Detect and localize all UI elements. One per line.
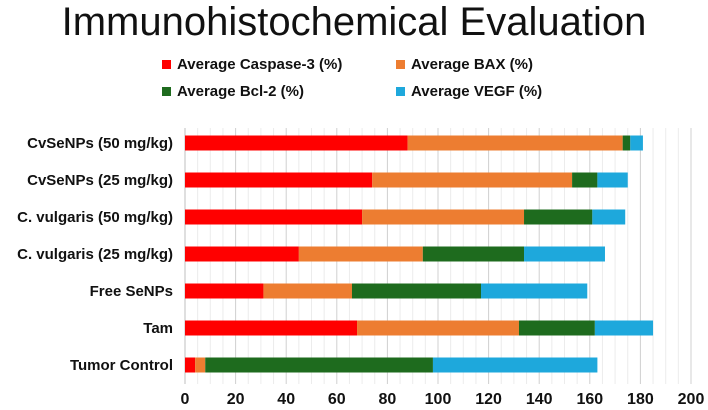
legend-label-bcl2: Average Bcl-2 (%) <box>177 83 304 100</box>
legend-swatch-bcl2 <box>162 87 171 96</box>
bar-bcl2-1 <box>572 172 598 188</box>
bar-caspase3-4 <box>185 283 264 299</box>
bar-bcl2-6 <box>205 357 433 373</box>
bar-caspase3-5 <box>185 320 358 336</box>
bar-bax-3 <box>298 246 423 262</box>
bar-vegf-0 <box>630 135 643 151</box>
bar-bax-5 <box>357 320 519 336</box>
legend-item-bcl2: Average Bcl-2 (%) <box>162 83 304 100</box>
category-labels: CvSeNPs (50 mg/kg) CvSeNPs (25 mg/kg) C. v… <box>17 135 173 374</box>
legend-item-bax: Average BAX (%) <box>396 56 533 73</box>
bar-bax-4 <box>263 283 352 299</box>
bar-vegf-4 <box>481 283 588 299</box>
bar-bcl2-5 <box>518 320 595 336</box>
legend-swatch-bax <box>396 60 405 69</box>
bar-bax-2 <box>362 209 525 225</box>
category-label: CvSeNPs (50 mg/kg) <box>27 135 173 152</box>
bar-vegf-1 <box>597 172 628 188</box>
x-tick-label: 140 <box>526 391 553 408</box>
bar-vegf-3 <box>524 246 605 262</box>
bar-caspase3-0 <box>185 135 408 151</box>
bar-bax-6 <box>195 357 206 373</box>
x-tick-label: 100 <box>425 391 452 408</box>
category-label: Tumor Control <box>70 357 173 374</box>
x-tick-label: 200 <box>678 391 705 408</box>
legend-label-caspase3: Average Caspase-3 (%) <box>177 56 343 73</box>
category-label: Tam <box>143 320 173 337</box>
bar-vegf-6 <box>432 357 598 373</box>
legend-swatch-caspase3 <box>162 60 171 69</box>
legend-label-vegf: Average VEGF (%) <box>411 83 543 100</box>
bars <box>185 135 654 373</box>
x-tick-label: 120 <box>475 391 502 408</box>
legend-label-bax: Average BAX (%) <box>411 56 533 73</box>
bar-bax-1 <box>372 172 573 188</box>
category-label: C. vulgaris (25 mg/kg) <box>17 246 173 263</box>
x-tick-label: 20 <box>227 391 245 408</box>
x-tick-label: 80 <box>379 391 397 408</box>
bar-caspase3-3 <box>185 246 299 262</box>
x-tick-label: 180 <box>627 391 654 408</box>
bar-bax-0 <box>407 135 623 151</box>
legend: Average Caspase-3 (%) Average BAX (%) Av… <box>0 52 708 106</box>
bar-vegf-5 <box>594 320 654 336</box>
chart-title: Immunohistochemical Evaluation <box>61 0 647 44</box>
legend-swatch-vegf <box>396 87 405 96</box>
category-label: C. vulgaris (50 mg/kg) <box>17 209 173 226</box>
x-tick-label: 40 <box>277 391 295 408</box>
bar-caspase3-1 <box>185 172 373 188</box>
bar-bcl2-3 <box>422 246 525 262</box>
legend-item-vegf: Average VEGF (%) <box>396 83 542 100</box>
category-label: Free SeNPs <box>90 283 173 300</box>
legend-item-caspase3: Average Caspase-3 (%) <box>162 56 342 73</box>
bar-vegf-2 <box>592 209 626 225</box>
bar-caspase3-6 <box>185 357 196 373</box>
x-tick-labels: 0 20 40 60 80 100 120 140 160 180 200 <box>181 391 705 408</box>
bar-bcl2-0 <box>622 135 631 151</box>
bar-bcl2-4 <box>351 283 482 299</box>
x-tick-label: 60 <box>328 391 346 408</box>
bar-bcl2-2 <box>524 209 593 225</box>
x-tick-label: 0 <box>181 391 190 408</box>
category-label: CvSeNPs (25 mg/kg) <box>27 172 173 189</box>
x-tick-label: 160 <box>576 391 603 408</box>
bar-caspase3-2 <box>185 209 363 225</box>
